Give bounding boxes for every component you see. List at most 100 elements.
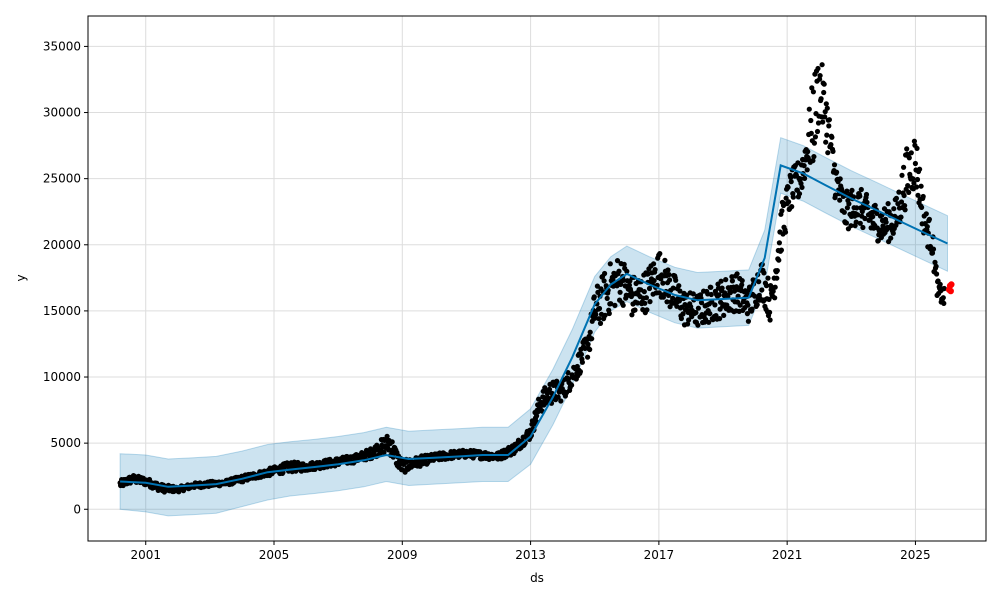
observed-point — [624, 268, 630, 274]
observed-point — [910, 176, 916, 182]
observed-point — [594, 283, 601, 289]
y-tick-label: 30000 — [43, 106, 81, 120]
observed-point — [862, 215, 868, 222]
observed-point — [912, 160, 919, 167]
observed-point — [809, 85, 815, 91]
x-tick-label: 2001 — [130, 548, 161, 562]
observed-point — [808, 117, 814, 124]
observed-point — [934, 271, 940, 277]
observed-point — [690, 291, 696, 297]
observed-point — [831, 162, 838, 168]
observed-point — [837, 176, 843, 182]
observed-point — [908, 150, 914, 156]
observed-point — [667, 277, 673, 283]
observed-point — [837, 197, 843, 203]
observed-point — [853, 219, 859, 225]
observed-point — [829, 134, 835, 140]
observed-point — [612, 302, 618, 308]
observed-point — [754, 302, 760, 308]
observed-point — [774, 268, 780, 274]
observed-point — [368, 446, 374, 452]
observed-point — [595, 289, 601, 295]
observed-point — [602, 312, 608, 318]
plot-frame — [87, 15, 987, 542]
observed-point — [593, 311, 599, 318]
observed-point — [587, 346, 593, 353]
observed-point — [579, 359, 586, 365]
observed-point — [810, 89, 817, 95]
observed-point — [578, 351, 585, 357]
observed-point — [617, 289, 623, 295]
observed-point — [676, 298, 683, 304]
y-tick-label: 10000 — [43, 370, 81, 384]
observed-point — [790, 194, 796, 200]
plot-area — [88, 16, 986, 541]
observed-point — [917, 166, 923, 172]
observed-point — [606, 310, 612, 317]
observed-point — [823, 139, 829, 145]
observed-point — [647, 299, 653, 305]
observed-point — [658, 276, 664, 282]
observed-point — [778, 247, 785, 253]
observed-point — [902, 203, 908, 209]
observed-point — [815, 65, 821, 72]
forecast-line — [120, 164, 948, 488]
observed-point — [536, 396, 542, 402]
observed-point — [798, 180, 804, 187]
highlight-point — [947, 287, 954, 295]
x-tick-label: 2013 — [515, 548, 546, 562]
observed-point — [913, 184, 920, 190]
observed-point — [930, 246, 937, 252]
observed-point — [774, 275, 780, 281]
y-tick-label: 15000 — [43, 304, 81, 318]
observed-point — [716, 292, 722, 298]
observed-point — [801, 163, 807, 169]
observed-point — [602, 270, 608, 277]
observed-point — [899, 172, 905, 178]
observed-point — [616, 268, 622, 274]
observed-point — [734, 271, 740, 277]
observed-point — [767, 309, 773, 315]
observed-point — [776, 240, 783, 246]
observed-point — [712, 302, 718, 308]
observed-point — [786, 199, 792, 205]
observed-point — [708, 284, 714, 290]
observed-point — [875, 238, 881, 244]
highlight-points — [945, 281, 955, 295]
observed-point — [926, 216, 933, 222]
observed-point — [646, 285, 653, 292]
observed-point — [577, 369, 584, 375]
observed-point — [731, 288, 738, 294]
observed-point — [788, 174, 794, 181]
observed-point — [924, 224, 930, 230]
y-tick-label: 5000 — [50, 436, 81, 450]
y-axis: 0 5000 10000 15000 20000 25000 30000 35000 — [43, 39, 88, 516]
observed-point — [558, 398, 564, 404]
observed-point — [665, 292, 672, 298]
x-tick-label: 2005 — [259, 548, 290, 562]
observed-point — [678, 315, 685, 322]
uncertainty-band — [119, 137, 948, 517]
observed-point — [677, 288, 683, 294]
observed-point — [585, 341, 591, 347]
observed-point — [729, 278, 736, 284]
observed-point — [823, 101, 829, 107]
observed-point — [384, 433, 390, 439]
observed-point — [680, 311, 686, 317]
observed-point — [911, 180, 917, 186]
observed-point — [855, 212, 861, 218]
observed-point — [534, 413, 540, 419]
observed-point — [929, 250, 936, 256]
x-tick-label: 2017 — [644, 548, 675, 562]
observed-point — [670, 285, 676, 291]
observed-point — [870, 214, 876, 220]
observed-point — [826, 117, 833, 123]
x-tick-label: 2025 — [900, 548, 931, 562]
observed-point — [587, 329, 593, 335]
observed-point — [796, 191, 803, 197]
observed-point — [799, 184, 805, 190]
observed-point — [698, 300, 705, 306]
observed-point — [585, 354, 591, 360]
observed-point — [745, 318, 752, 324]
observed-point — [717, 316, 723, 322]
